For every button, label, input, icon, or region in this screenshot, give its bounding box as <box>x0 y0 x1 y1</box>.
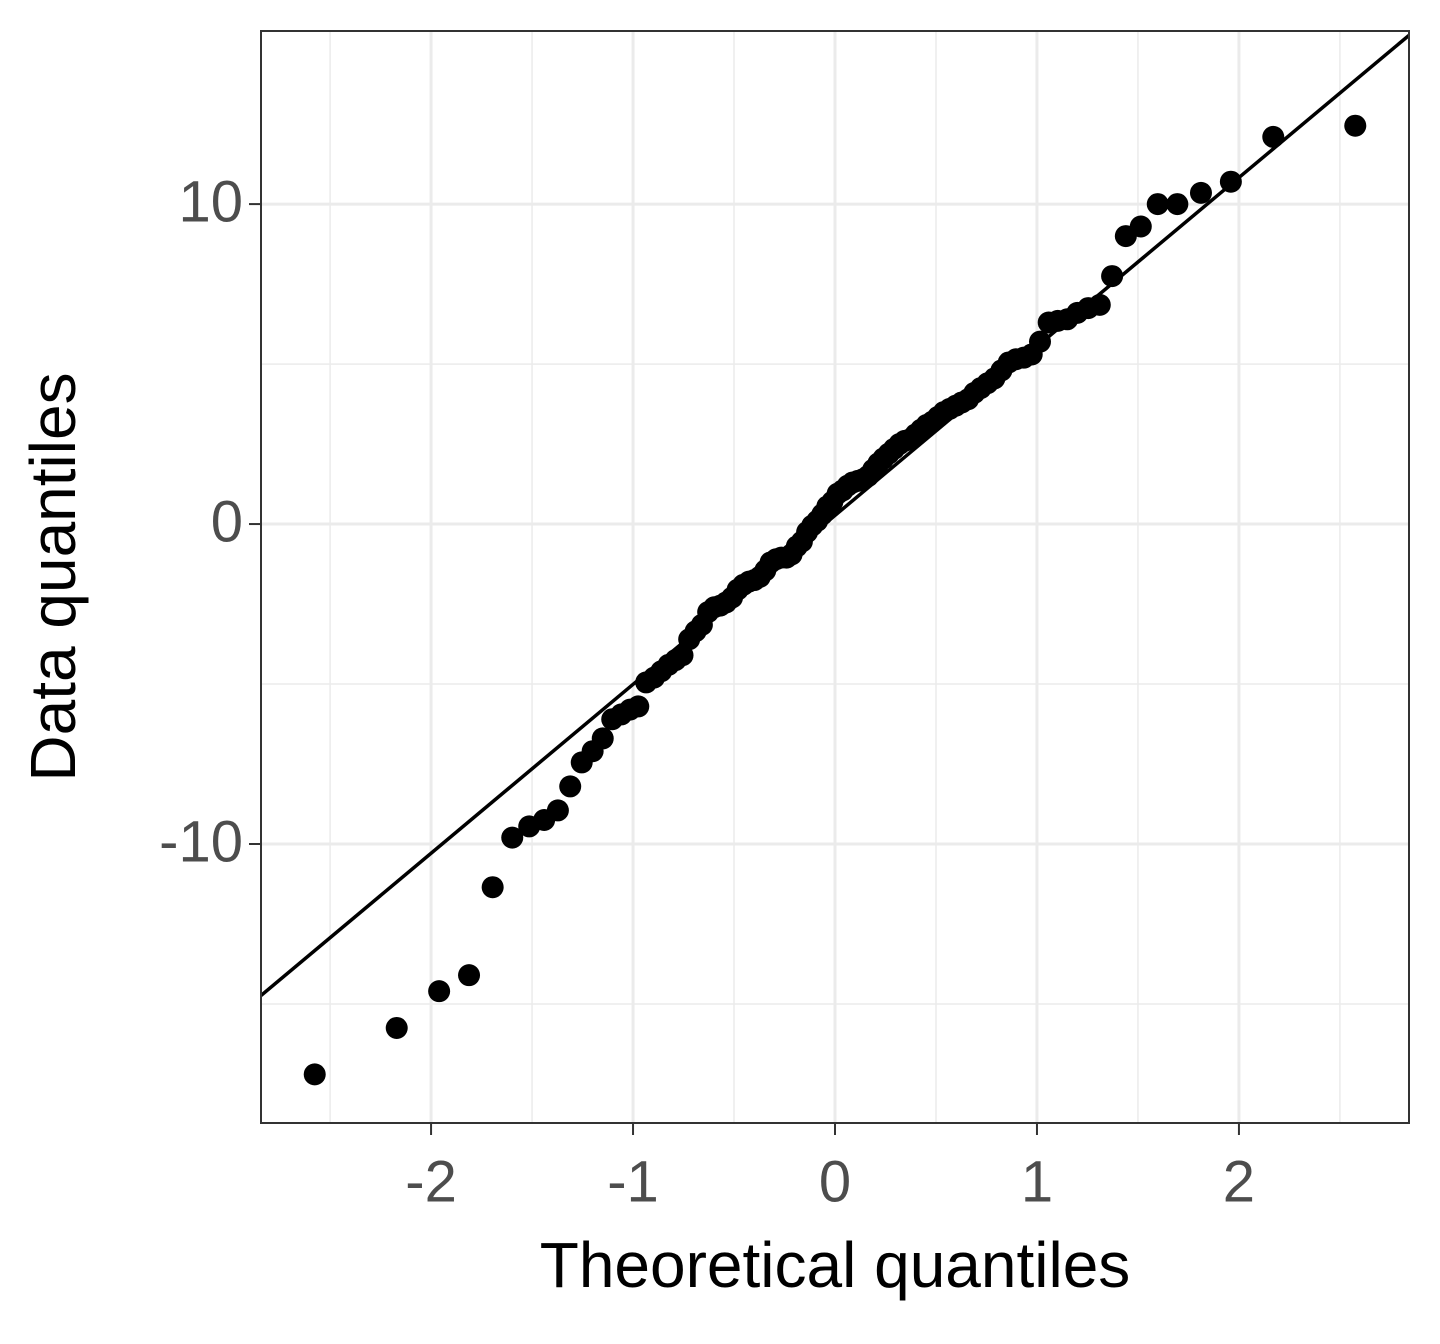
point <box>1189 181 1212 204</box>
point <box>546 799 569 822</box>
point <box>627 695 650 718</box>
point <box>385 1016 408 1039</box>
point <box>1029 330 1051 353</box>
x-tick-label: -1 <box>607 1149 659 1214</box>
point <box>303 1063 326 1086</box>
point <box>1101 265 1124 288</box>
y-tick-label: -10 <box>159 809 243 874</box>
point <box>591 727 614 750</box>
point <box>481 876 504 899</box>
x-tick-label: -2 <box>405 1149 457 1214</box>
point <box>1088 293 1111 316</box>
point <box>501 826 524 849</box>
reference-line <box>261 33 1409 997</box>
point <box>559 775 582 798</box>
point <box>1262 125 1285 148</box>
y-axis-title: Data quantiles <box>17 372 89 781</box>
x-tick-label: 2 <box>1223 1149 1255 1214</box>
point <box>1219 170 1242 193</box>
x-tick-label: 0 <box>819 1149 851 1214</box>
point <box>458 964 481 987</box>
point <box>1166 193 1189 216</box>
point <box>428 980 451 1003</box>
y-tick-label: 0 <box>211 489 243 554</box>
x-tick-label: 1 <box>1021 1149 1053 1214</box>
point <box>1129 215 1152 238</box>
grid <box>261 31 1409 1123</box>
point <box>1344 114 1367 137</box>
marks <box>261 33 1409 1086</box>
x-axis-title: Theoretical quantiles <box>540 1229 1131 1301</box>
point <box>1146 193 1169 216</box>
y-tick-label: 10 <box>178 169 243 234</box>
